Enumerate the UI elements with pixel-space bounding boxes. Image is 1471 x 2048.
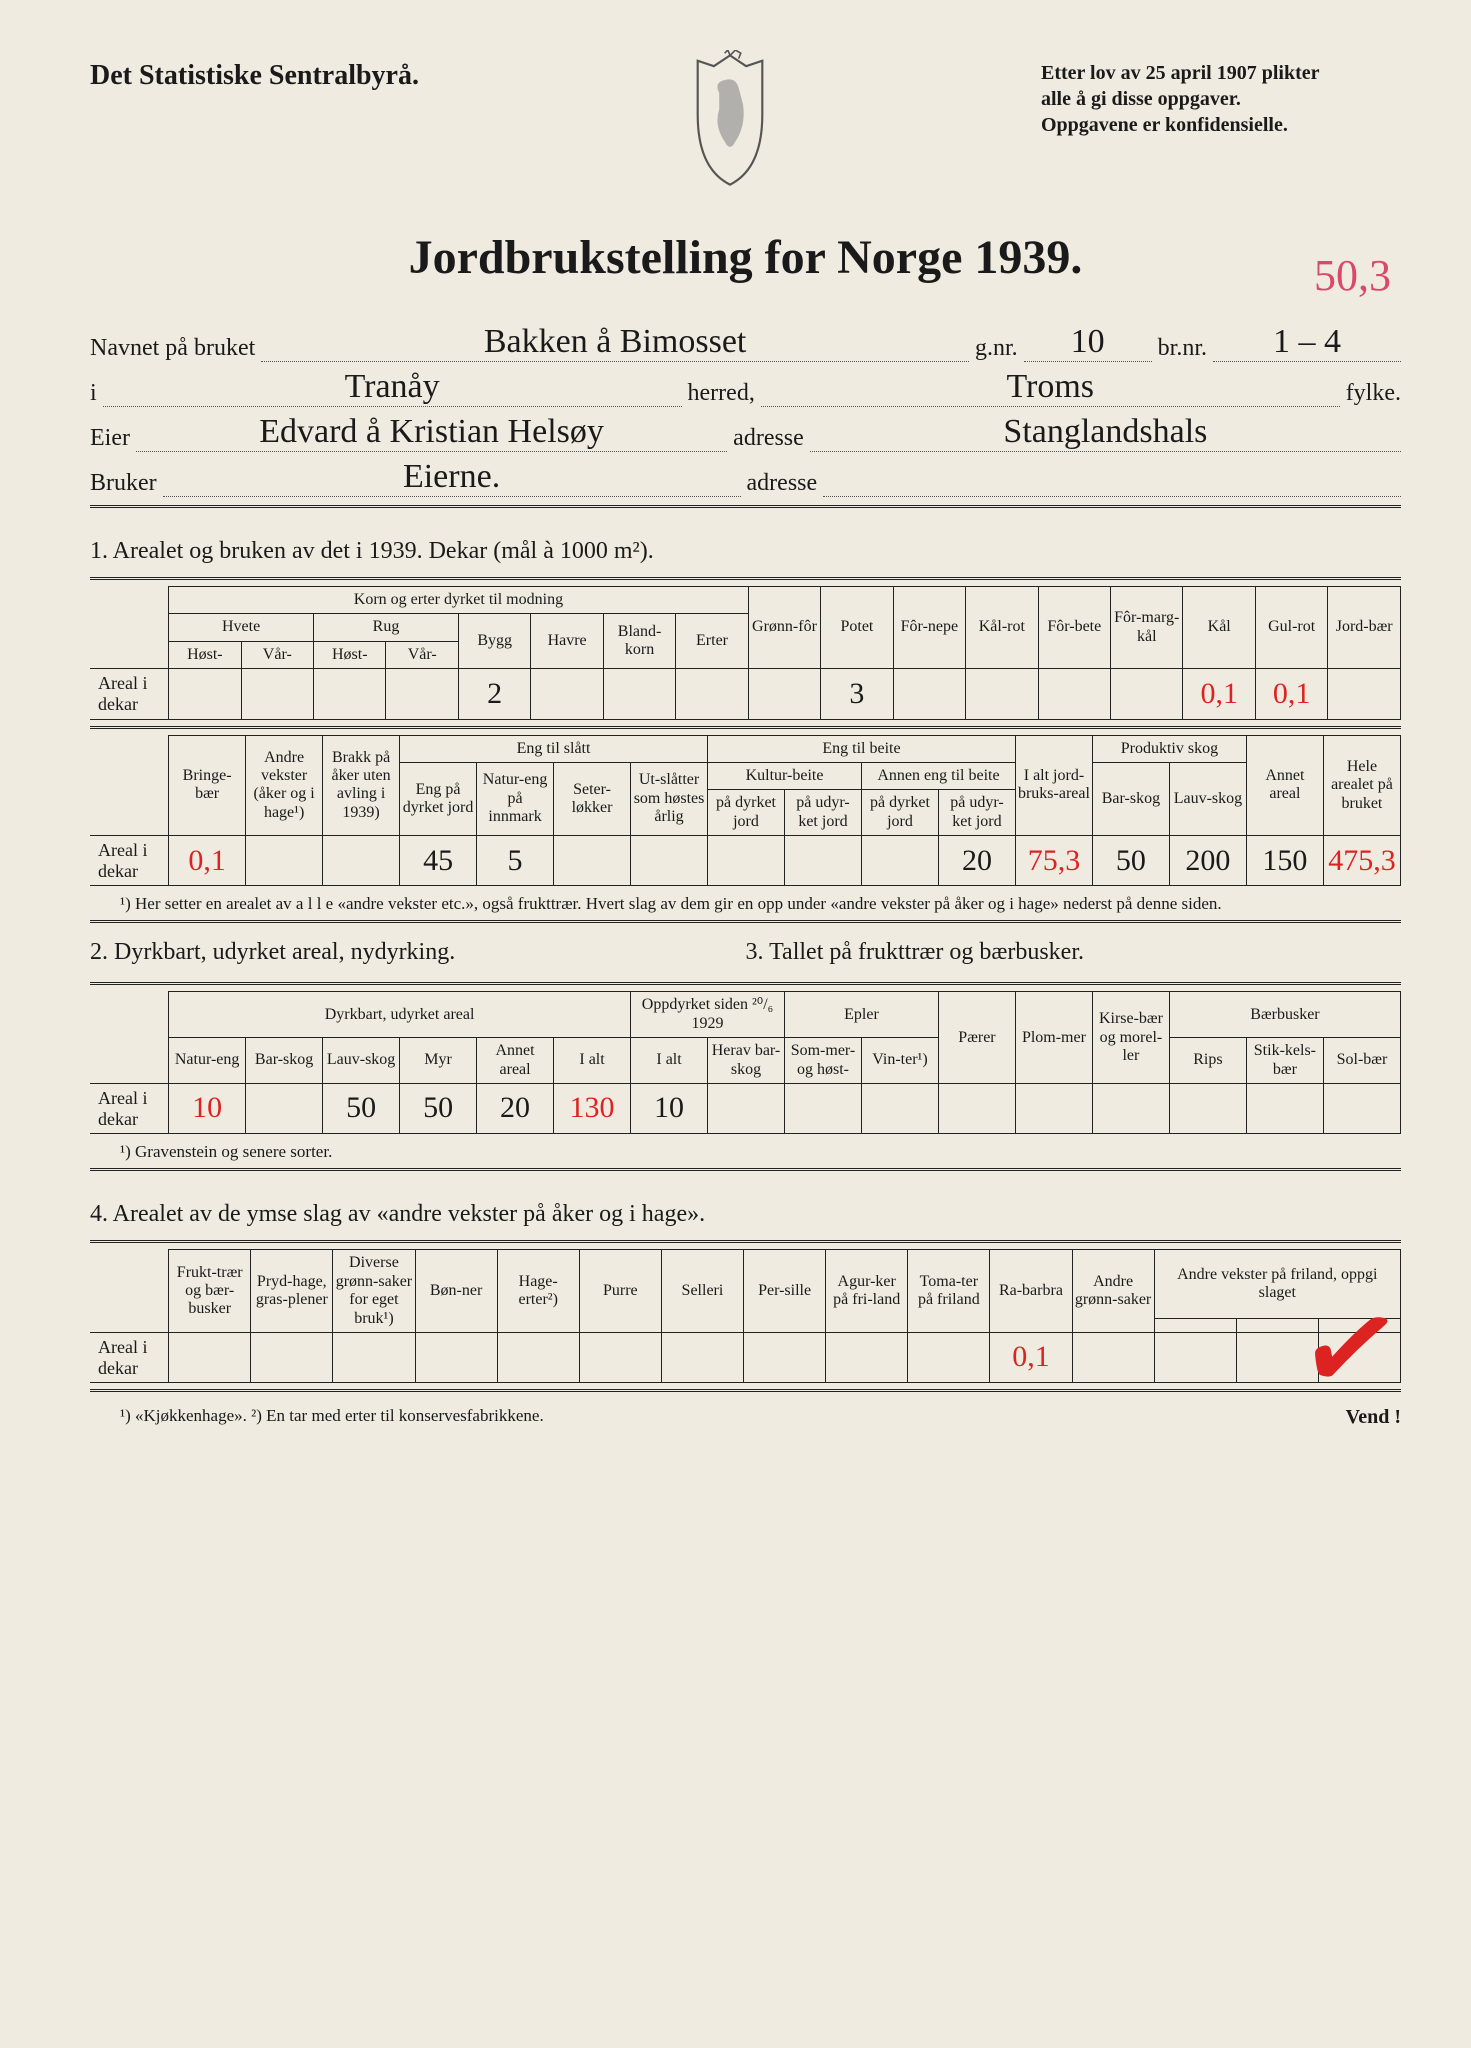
document-title: Jordbrukstelling for Norge 1939. [90, 230, 1401, 285]
label-adresse2: adresse [747, 470, 818, 497]
table-row: Areal i dekar 2 3 0,1 0,1 [90, 669, 1401, 719]
label-gnr: g.nr. [975, 335, 1018, 362]
table-1b: Bringe-bær Andre vekster (åker og i hage… [90, 735, 1401, 887]
table-4: Frukt-trær og bær-busker Pryd-hage, gras… [90, 1249, 1401, 1383]
value-gnr: 10 [1024, 325, 1152, 362]
label-navnet: Navnet på bruket [90, 335, 255, 362]
label-bruker: Bruker [90, 470, 157, 497]
label-i: i [90, 380, 97, 407]
value-navnet: Bakken å Bimosset [261, 325, 969, 362]
table-row: Areal i dekar 0,1 45 5 20 75,3 50 200 15… [90, 836, 1401, 886]
value-adresse1: Stanglandshals [810, 415, 1401, 452]
label-brnr: br.nr. [1158, 335, 1207, 362]
value-bruker: Eierne. [163, 460, 741, 497]
label-eier: Eier [90, 425, 130, 452]
table-23: Dyrkbart, udyrket areal Oppdyrket siden … [90, 991, 1401, 1134]
table-row: Areal i dekar 0,1 [90, 1332, 1401, 1382]
section1-title: 1. Arealet og bruken av det i 1939. Deka… [90, 538, 1401, 565]
handwritten-annotation: 50,3 [1314, 250, 1391, 301]
value-fylke: Troms [761, 370, 1340, 407]
footnote-1: ¹) Her setter en arealet av a l l e «and… [120, 894, 1401, 914]
legal-notice: Etter lov av 25 april 1907 plikter alle … [1041, 60, 1401, 138]
coat-of-arms-icon [675, 50, 785, 190]
footnote-4: ¹) «Kjøkkenhage». ²) En tar med erter ti… [120, 1406, 544, 1427]
value-brnr: 1 – 4 [1213, 325, 1401, 362]
value-i: Tranåy [103, 370, 682, 407]
table-row: Areal i dekar 10 50 50 20 130 10 [90, 1084, 1401, 1134]
agency-name: Det Statistiske Sentralbyrå. [90, 60, 419, 92]
label-herred: herred, [688, 380, 755, 407]
section4-title: 4. Arealet av de ymse slag av «andre vek… [90, 1201, 1401, 1228]
value-eier: Edvard å Kristian Helsøy [136, 415, 727, 452]
label-fylke: fylke. [1346, 380, 1401, 407]
table-1a: Korn og erter dyrket til modning Grønn-f… [90, 586, 1401, 720]
value-adresse2 [823, 494, 1401, 497]
page-header: Det Statistiske Sentralbyrå. Etter lov a… [90, 60, 1401, 190]
section23-titles: 2. Dyrkbart, udyrket areal, nydyrking. 3… [90, 929, 1401, 976]
label-adresse1: adresse [733, 425, 804, 452]
footnote-2: ¹) Gravenstein og senere sorter. [120, 1142, 1401, 1162]
property-fields: Navnet på bruket Bakken å Bimosset g.nr.… [90, 325, 1401, 497]
